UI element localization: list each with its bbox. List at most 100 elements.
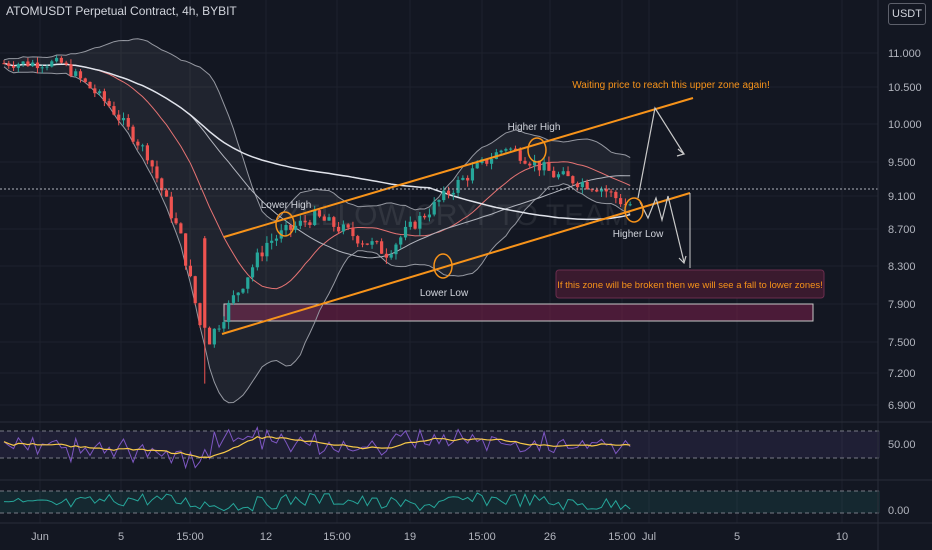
candle-body xyxy=(241,288,245,293)
candle-body xyxy=(418,215,422,229)
rsi-band xyxy=(0,431,880,458)
candle-body xyxy=(322,216,326,221)
channel-lower-line xyxy=(221,192,691,335)
candle-body xyxy=(188,265,193,277)
candle-body xyxy=(532,160,537,166)
candle-body xyxy=(437,200,441,202)
candle-body xyxy=(289,225,293,230)
band-fill xyxy=(4,38,631,403)
candle-body xyxy=(227,302,231,323)
candle-body xyxy=(556,174,561,178)
time-tick-label: 15:00 xyxy=(323,531,351,543)
lower-low-circle xyxy=(433,253,453,279)
candle-body xyxy=(509,148,513,150)
time-tick-label: Jun xyxy=(31,531,49,543)
candle-body xyxy=(21,61,25,65)
candle-body xyxy=(628,204,632,206)
candle-body xyxy=(150,160,154,167)
candle-body xyxy=(346,224,350,228)
candle-body xyxy=(590,189,594,191)
candle-body xyxy=(293,225,298,230)
candle-body xyxy=(552,170,556,178)
candle-body xyxy=(351,227,355,237)
candle-body xyxy=(16,64,20,68)
candle-body xyxy=(145,145,149,161)
candle-body xyxy=(193,276,197,304)
candle-body xyxy=(236,292,240,296)
candle-body xyxy=(169,196,173,219)
candle-body xyxy=(332,217,336,227)
candle-body xyxy=(246,277,250,289)
candle-body xyxy=(337,226,341,232)
price-tick-label: 7.900 xyxy=(888,299,916,311)
candle-body xyxy=(11,65,16,68)
candle-body xyxy=(93,88,97,94)
price-tick-label: 9.100 xyxy=(888,191,916,203)
time-tick-label: 12 xyxy=(260,531,272,543)
candle-body xyxy=(107,101,111,107)
candle-body xyxy=(423,215,427,218)
price-tick-label: 7.200 xyxy=(888,368,916,380)
candle-body xyxy=(523,160,527,164)
candle-body xyxy=(160,178,164,191)
candle-body xyxy=(59,57,63,63)
candle-body xyxy=(599,188,604,192)
candle-body xyxy=(274,238,279,241)
candle-body xyxy=(217,328,221,330)
candle-body xyxy=(164,190,169,197)
candle-body xyxy=(155,166,159,179)
rsi-axis-label: 50.00 xyxy=(888,439,916,451)
time-tick-label: Jul xyxy=(642,531,656,543)
candle-body xyxy=(98,91,102,94)
candle-body xyxy=(528,163,532,166)
chart-title: ATOMUSDT Perpetual Contract, 4h, BYBIT xyxy=(6,4,237,18)
candle-body xyxy=(298,220,302,226)
candle-body xyxy=(604,188,608,192)
candle-body xyxy=(2,63,6,65)
candle-body xyxy=(561,171,565,175)
candle-body xyxy=(45,66,49,68)
price-tick-label: 7.500 xyxy=(888,337,916,349)
candle-body xyxy=(141,145,145,147)
candle-body xyxy=(475,163,479,169)
candle-body xyxy=(260,252,264,257)
time-tick-label: 15:00 xyxy=(176,531,204,543)
candle-body xyxy=(136,141,140,146)
time-axis[interactable]: Jun 5 15:00 12 15:00 19 15:00 26 15:00 Jul 5 10 xyxy=(31,531,848,543)
candle-body xyxy=(518,150,522,161)
annotation-lower-high: Lower High xyxy=(261,200,312,211)
candle-body xyxy=(184,233,188,266)
price-tick-label: 9.500 xyxy=(888,157,916,169)
candle-body xyxy=(365,243,369,245)
candle-body xyxy=(83,78,87,82)
annotation-upper-zone: Waiting price to reach this upper zone a… xyxy=(572,80,770,91)
time-tick-label: 5 xyxy=(118,531,124,543)
annotation-lower-low: Lower Low xyxy=(420,288,469,299)
candle-body xyxy=(370,241,374,245)
candle-body xyxy=(50,61,54,67)
candles xyxy=(2,55,632,384)
candle-body xyxy=(303,220,307,223)
candle-body xyxy=(54,57,59,62)
candle-body xyxy=(117,114,121,121)
candle-body xyxy=(231,295,236,303)
candle-body xyxy=(222,322,226,329)
annotation-zone-warning: If this zone will be broken then we will… xyxy=(557,280,823,291)
candle-body xyxy=(207,327,212,345)
candle-body xyxy=(403,226,408,238)
currency-button[interactable]: USDT xyxy=(888,3,926,25)
candle-body xyxy=(461,177,465,180)
price-axis[interactable]: 11.000 10.500 10.000 9.500 9.100 8.700 8.300 7.… xyxy=(888,48,922,412)
candle-body xyxy=(389,254,393,258)
candle-body xyxy=(576,183,580,188)
candle-body xyxy=(78,71,83,79)
projection-up-path xyxy=(637,106,685,199)
candle-body xyxy=(40,67,44,69)
candle-body xyxy=(547,162,551,171)
candle-body xyxy=(64,62,68,65)
price-tick-label: 11.000 xyxy=(888,48,921,60)
candle-body xyxy=(35,62,40,69)
osc-band xyxy=(0,491,880,513)
